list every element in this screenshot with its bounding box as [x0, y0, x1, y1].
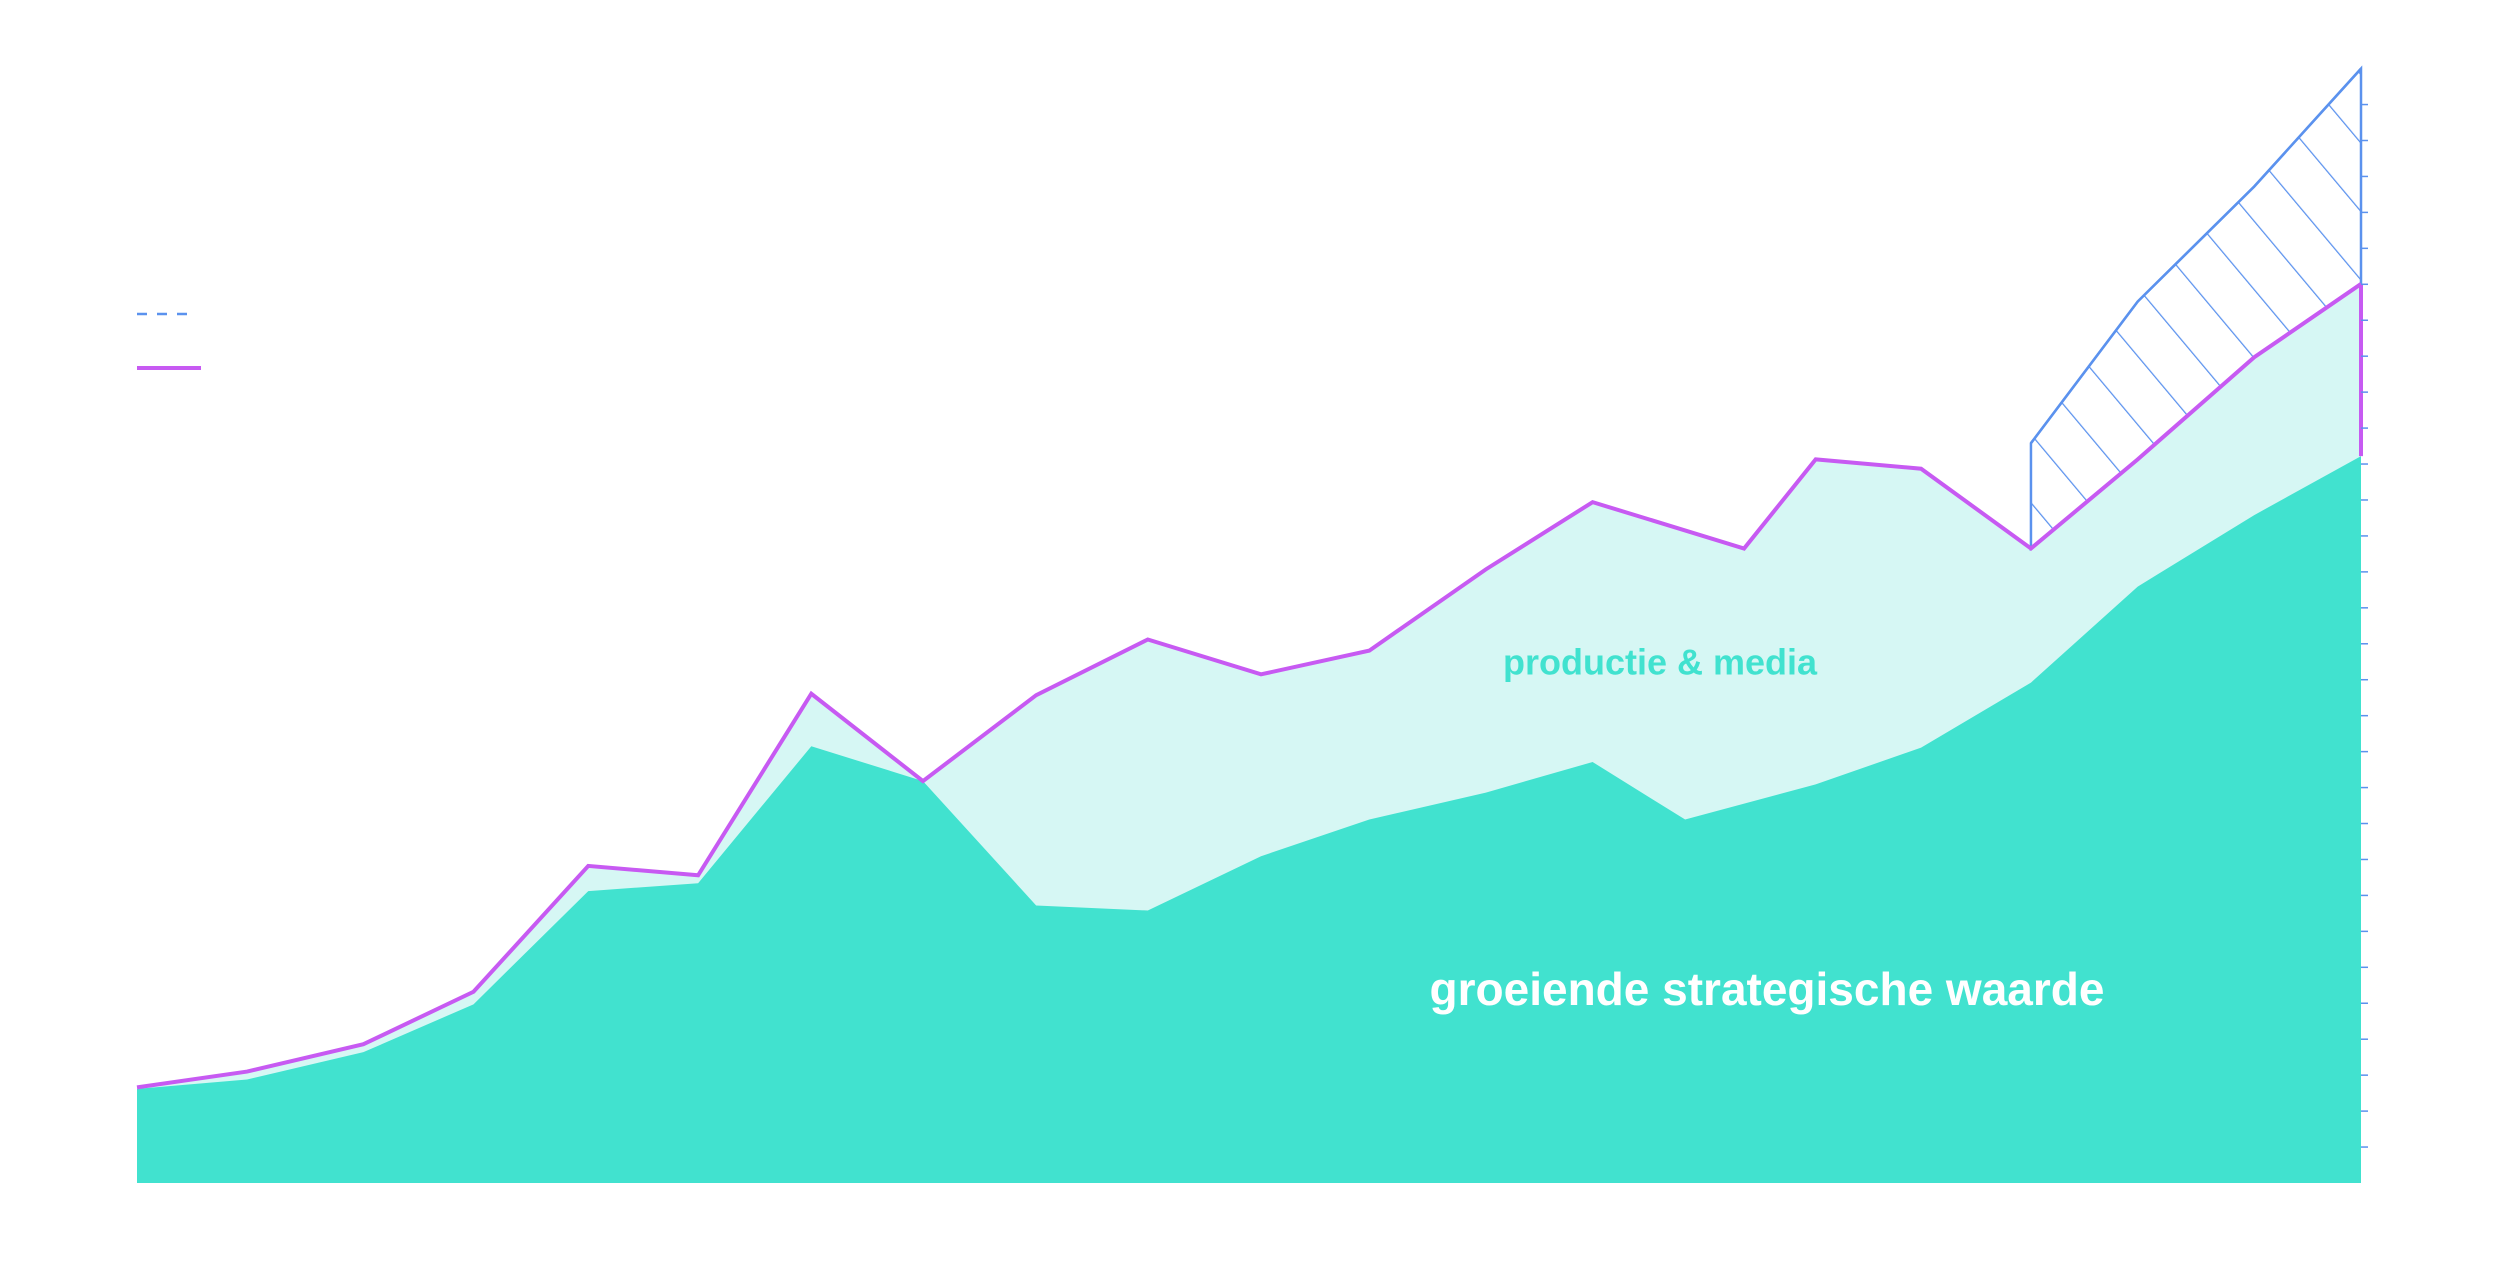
line [136, 282, 2363, 1090]
hatch-top [2029, 67, 2362, 444]
area [137, 456, 2361, 1183]
annotation: productie & media [1503, 642, 1818, 683]
annotation: groeiende strategische waarde [1430, 963, 2105, 1015]
